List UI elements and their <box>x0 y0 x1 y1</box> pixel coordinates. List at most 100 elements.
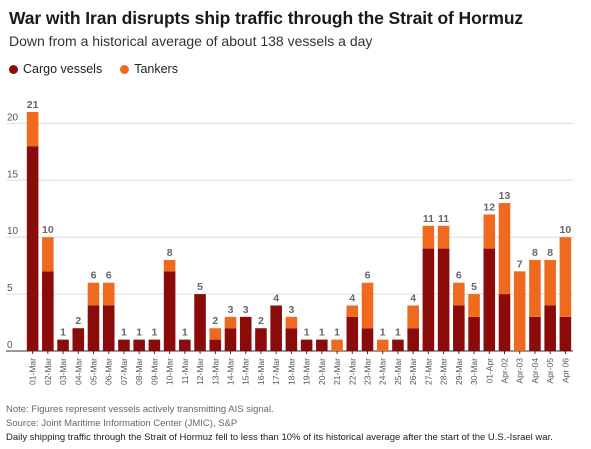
stacked-bar-chart: 051015202101-Mar1002-Mar103-Mar204-Mar60… <box>6 99 573 385</box>
total-label: 6 <box>91 270 97 282</box>
cargo-bar <box>300 339 313 351</box>
chart-note: Note: Figures represent vessels actively… <box>6 404 274 415</box>
total-label: 4 <box>349 292 355 304</box>
x-tick-label: 21-Mar <box>332 358 342 385</box>
total-label: 1 <box>136 327 142 339</box>
x-tick-label: 25-Mar <box>393 358 403 385</box>
total-label: 13 <box>499 190 511 202</box>
x-tick-label: 19-Mar <box>302 358 312 385</box>
tankers-bar <box>544 259 556 306</box>
tankers-bar <box>224 316 237 329</box>
chart-caption: Daily shipping traffic through the Strai… <box>6 432 553 443</box>
total-label: 10 <box>560 224 572 236</box>
tankers-bar <box>407 305 419 329</box>
x-tick-label: Apr 06 <box>560 358 570 383</box>
tankers-bar <box>513 271 526 351</box>
x-tick-label: 08-Mar <box>134 358 144 385</box>
tankers-bar <box>422 225 435 249</box>
cargo-bar <box>498 294 511 351</box>
x-tick-label: 16-Mar <box>256 358 266 385</box>
x-tick-label: Apr-04 <box>530 358 540 384</box>
tankers-bar <box>331 339 343 351</box>
legend-item-tankers: Tankers <box>120 62 178 76</box>
total-label: 12 <box>483 201 495 213</box>
chart-title: War with Iran disrupts ship traffic thro… <box>9 8 524 28</box>
tankers-swatch-icon <box>120 64 130 74</box>
x-tick-label: 10-Mar <box>165 358 175 385</box>
tankers-bar <box>346 305 359 317</box>
total-label: 4 <box>410 292 416 304</box>
legend: Cargo vessels Tankers <box>9 62 178 76</box>
tankers-bar <box>26 112 39 147</box>
tankers-bar <box>102 282 115 306</box>
total-label: 1 <box>395 327 401 339</box>
cargo-bar <box>102 305 115 351</box>
x-tick-label: 13-Mar <box>210 358 220 385</box>
cargo-bar <box>87 305 100 351</box>
cargo-bar <box>316 339 328 351</box>
x-tick-label: 22-Mar <box>347 358 357 385</box>
total-label: 11 <box>423 213 434 225</box>
cargo-bar <box>194 294 206 351</box>
total-label: 6 <box>456 270 462 282</box>
cargo-bar <box>437 248 450 351</box>
total-label: 1 <box>319 327 325 339</box>
cargo-bar <box>72 328 85 351</box>
cargo-bar <box>346 316 359 351</box>
cargo-bar <box>468 316 480 351</box>
total-label: 2 <box>212 315 218 327</box>
total-label: 1 <box>380 327 386 339</box>
cargo-bar <box>224 328 237 351</box>
x-tick-label: 12-Mar <box>195 358 205 385</box>
total-label: 5 <box>471 281 477 293</box>
x-tick-label: 29-Mar <box>454 358 464 385</box>
cargo-bar <box>118 339 130 351</box>
tankers-bar <box>163 259 176 272</box>
total-label: 1 <box>60 327 66 339</box>
tankers-bar <box>453 282 465 306</box>
cargo-bar <box>255 328 267 351</box>
x-tick-label: 07-Mar <box>119 358 129 385</box>
cargo-bar <box>57 339 69 351</box>
total-label: 3 <box>288 304 294 316</box>
chart-source: Source: Joint Maritime Information Cente… <box>6 418 238 429</box>
x-tick-label: Apr-05 <box>545 358 555 384</box>
tankers-bar <box>483 214 496 249</box>
tankers-bar <box>209 328 222 340</box>
cargo-bar <box>179 339 191 351</box>
total-label: 11 <box>438 213 449 225</box>
legend-item-cargo: Cargo vessels <box>9 62 102 76</box>
total-label: 10 <box>42 224 54 236</box>
total-label: 1 <box>304 327 310 339</box>
cargo-bar <box>209 339 222 351</box>
tankers-bar <box>87 282 100 306</box>
cargo-bar <box>148 339 161 351</box>
cargo-bar <box>392 339 404 351</box>
cargo-bar <box>163 271 176 351</box>
cargo-bar <box>133 339 145 351</box>
x-tick-label: 04-Mar <box>73 358 83 385</box>
cargo-bar <box>42 271 54 351</box>
x-tick-label: Apr-03 <box>515 358 525 384</box>
x-tick-label: 14-Mar <box>226 358 236 385</box>
x-tick-label: 28-Mar <box>439 358 449 385</box>
tankers-bar <box>42 237 54 272</box>
x-tick-label: 20-Mar <box>317 358 327 385</box>
cargo-bar <box>559 316 572 351</box>
tankers-bar <box>498 203 511 295</box>
tankers-bar <box>529 259 541 317</box>
total-label: 1 <box>151 327 157 339</box>
total-label: 7 <box>517 258 523 270</box>
x-tick-label: 06-Mar <box>104 358 114 385</box>
x-tick-label: Apr-02 <box>500 358 510 384</box>
total-label: 1 <box>334 327 340 339</box>
tankers-bar <box>437 225 450 249</box>
cargo-bar <box>285 328 298 351</box>
x-tick-label: 30-Mar <box>469 358 479 385</box>
cargo-bar <box>453 305 465 351</box>
x-tick-label: 03-Mar <box>58 358 68 385</box>
cargo-bar <box>544 305 556 351</box>
legend-label-cargo: Cargo vessels <box>23 62 103 76</box>
x-tick-label: 11-Mar <box>180 358 190 384</box>
tankers-bar <box>285 316 298 329</box>
